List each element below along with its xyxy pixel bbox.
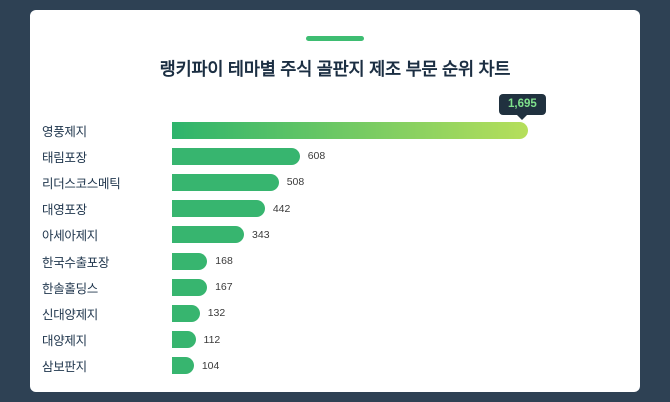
category-label: 태림포장 bbox=[42, 150, 87, 165]
accent-dash bbox=[306, 36, 364, 41]
bar-track: 343 bbox=[172, 222, 528, 248]
bar[interactable] bbox=[172, 331, 196, 349]
chart-row: 한솔홀딩스 167 bbox=[42, 274, 528, 300]
bar[interactable] bbox=[172, 357, 194, 375]
value-label: 168 bbox=[215, 255, 233, 268]
chart-row: 아세아제지 343 bbox=[42, 222, 528, 248]
bar[interactable] bbox=[172, 173, 279, 191]
bar[interactable] bbox=[172, 200, 265, 218]
value-label: 104 bbox=[201, 359, 220, 372]
value-label: 167 bbox=[215, 281, 233, 294]
bar[interactable] bbox=[172, 226, 245, 244]
category-label: 삼보판지 bbox=[42, 360, 87, 375]
category-label: 아세아제지 bbox=[42, 229, 99, 244]
value-label: 112 bbox=[203, 333, 221, 346]
chart-row: 대양제지 112 bbox=[42, 327, 528, 353]
chart-row: 신대양제지 132 bbox=[42, 300, 528, 326]
bar[interactable] bbox=[172, 304, 200, 322]
bar-track: 442 bbox=[172, 196, 528, 222]
bar-chart: 영풍제지 1,695 태림포장 608 리더스코스메틱 508 대영포장 442 아세아제지 34… bbox=[30, 93, 640, 379]
category-label: 한솔홀딩스 bbox=[42, 281, 99, 296]
bar-track: 608 bbox=[172, 143, 528, 169]
category-label: 신대양제지 bbox=[42, 307, 99, 322]
chart-row: 리더스코스메틱 508 bbox=[42, 169, 528, 195]
chart-row: 대영포장 442 bbox=[42, 196, 528, 222]
value-label: 608 bbox=[307, 150, 326, 163]
category-label: 영풍제지 bbox=[42, 124, 87, 139]
page-title: 랭키파이 테마별 주식 골판지 제조 부문 순위 차트 bbox=[159, 59, 511, 79]
category-label: 한국수출포장 bbox=[42, 255, 110, 270]
category-label: 리더스코스메틱 bbox=[42, 176, 121, 191]
chart-row: 삼보판지 104 bbox=[42, 353, 528, 379]
category-label: 대양제지 bbox=[42, 334, 87, 349]
bar-track: 168 bbox=[172, 248, 528, 274]
value-label: 442 bbox=[272, 202, 291, 215]
value-label: 343 bbox=[252, 228, 270, 241]
bar-track: 508 bbox=[172, 169, 528, 195]
category-label: 대영포장 bbox=[42, 203, 87, 218]
bar-track: 167 bbox=[172, 274, 528, 300]
bar[interactable] bbox=[172, 147, 300, 165]
chart-row: 영풍제지 1,695 bbox=[42, 93, 546, 143]
chart-card: 랭키파이 테마별 주식 골판지 제조 부문 순위 차트 영풍제지 1,695 태림포… bbox=[30, 10, 640, 392]
chart-row: 한국수출포장 168 bbox=[42, 248, 528, 274]
value-tooltip: 1,695 bbox=[498, 93, 546, 115]
bar[interactable] bbox=[172, 252, 208, 270]
chart-row: 태림포장 608 bbox=[42, 143, 528, 169]
bar[interactable] bbox=[172, 278, 208, 296]
bar-track: 112 bbox=[172, 327, 528, 353]
value-label: 508 bbox=[286, 176, 305, 189]
value-label: 132 bbox=[207, 307, 226, 320]
bar-track: 1,695 bbox=[172, 93, 546, 143]
bar-track: 132 bbox=[172, 300, 528, 326]
bar-track: 104 bbox=[172, 353, 528, 379]
bar[interactable]: 1,695 bbox=[172, 93, 546, 139]
